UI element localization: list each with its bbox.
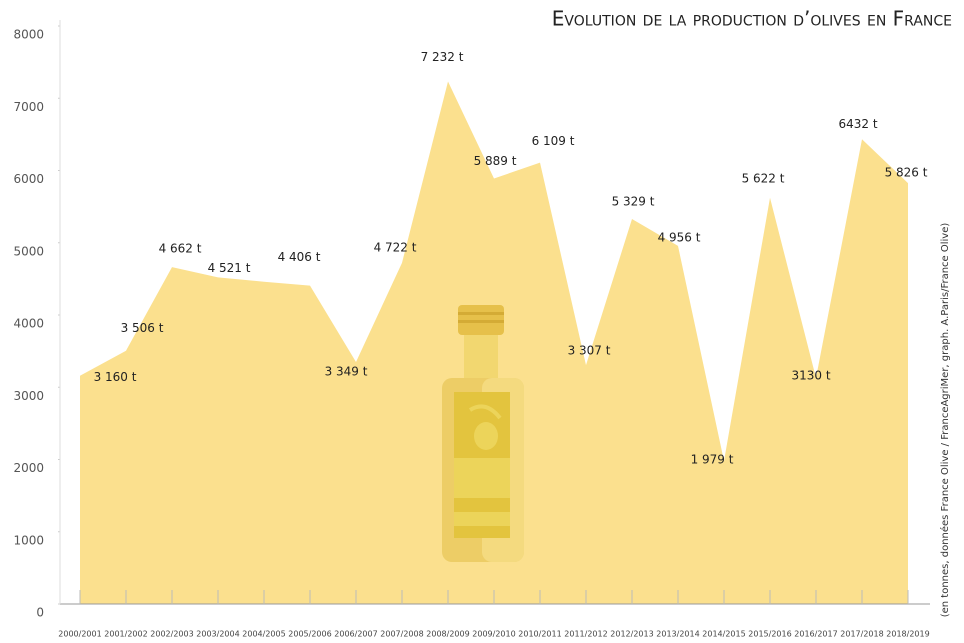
value-label: 3 506 t xyxy=(121,321,164,335)
x-tick-label: 2015/2016 xyxy=(748,630,791,639)
y-tick-label: 3000 xyxy=(13,389,44,403)
value-label: 6432 t xyxy=(838,117,877,131)
value-label: 3 307 t xyxy=(568,344,611,358)
value-label: 4 406 t xyxy=(278,250,321,264)
x-tick-label: 2012/2013 xyxy=(610,630,653,639)
x-tick-label: 2010/2011 xyxy=(518,630,561,639)
x-tick-label: 2004/2005 xyxy=(242,630,285,639)
value-label: 1 979 t xyxy=(691,453,734,467)
y-tick-label: 8000 xyxy=(13,28,44,42)
x-tick-label: 2002/2003 xyxy=(150,630,193,639)
value-label: 5 329 t xyxy=(612,194,655,208)
x-tick-label: 2008/2009 xyxy=(426,630,469,639)
x-tick-label: 2013/2014 xyxy=(656,630,699,639)
y-tick-label: 2000 xyxy=(13,461,44,475)
x-tick-label: 2016/2017 xyxy=(794,630,837,639)
value-label: 6 109 t xyxy=(532,134,575,148)
x-tick-label: 2003/2004 xyxy=(196,630,239,639)
x-tick-label: 2009/2010 xyxy=(472,630,515,639)
chart-title: Evolution de la production d’olives en F… xyxy=(552,7,952,31)
y-tick-label: 7000 xyxy=(13,100,44,114)
value-label: 4 521 t xyxy=(208,261,251,275)
y-tick-label: 5000 xyxy=(13,244,44,258)
bottle-illustration xyxy=(442,305,524,562)
y-tick-label: 1000 xyxy=(13,533,44,547)
x-tick-label: 2005/2006 xyxy=(288,630,331,639)
value-label: 7 232 t xyxy=(421,50,464,64)
value-label: 4 956 t xyxy=(658,230,701,244)
value-label: 3130 t xyxy=(791,368,830,382)
x-tick-label: 2011/2012 xyxy=(564,630,607,639)
source-note: (en tonnes, données France Olive / Franc… xyxy=(939,223,951,618)
x-tick-label: 2014/2015 xyxy=(702,630,745,639)
value-label: 4 662 t xyxy=(159,242,202,256)
y-tick-label: 0 xyxy=(36,606,44,620)
x-tick-label: 2001/2002 xyxy=(104,630,147,639)
x-tick-label: 2000/2001 xyxy=(58,630,101,639)
y-tick-label: 4000 xyxy=(13,317,44,331)
x-tick-label: 2017/2018 xyxy=(840,630,883,639)
value-label: 5 889 t xyxy=(474,154,517,168)
value-label: 3 349 t xyxy=(325,365,368,379)
y-tick-label: 6000 xyxy=(13,172,44,186)
value-label: 4 722 t xyxy=(374,240,417,254)
x-tick-label: 2007/2008 xyxy=(380,630,423,639)
x-tick-label: 2006/2007 xyxy=(334,630,377,639)
value-label: 5 826 t xyxy=(885,166,928,180)
value-label: 3 160 t xyxy=(94,370,137,384)
x-tick-label: 2018/2019 xyxy=(886,630,929,639)
value-label: 5 622 t xyxy=(742,171,785,185)
